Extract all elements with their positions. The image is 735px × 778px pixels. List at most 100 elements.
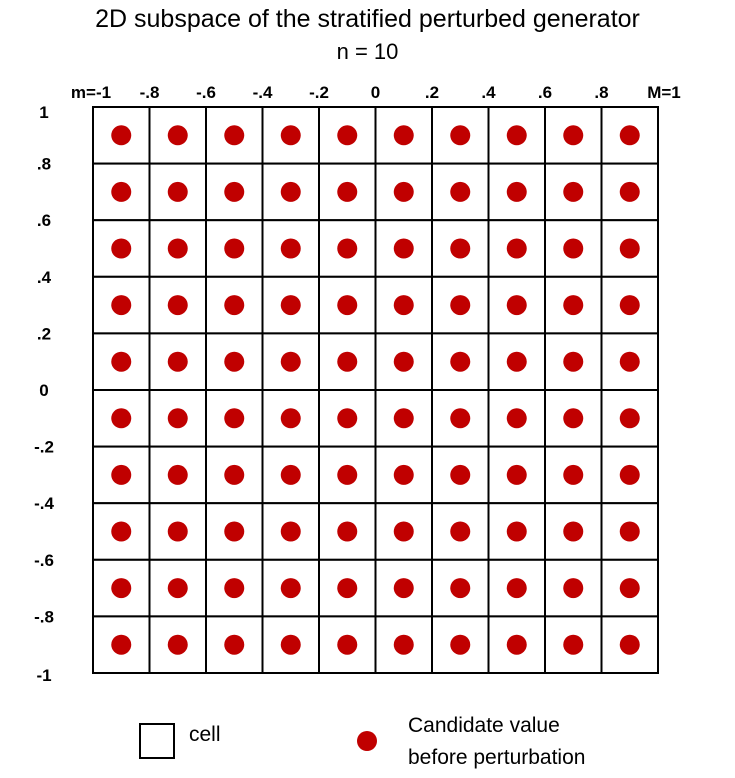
candidate-point bbox=[280, 238, 301, 259]
candidate-point bbox=[167, 578, 188, 599]
x-tick-label: .4 bbox=[481, 83, 496, 102]
candidate-point bbox=[280, 125, 301, 146]
candidate-point bbox=[111, 464, 132, 485]
candidate-point bbox=[280, 351, 301, 372]
candidate-point bbox=[506, 238, 527, 259]
candidate-point bbox=[224, 464, 245, 485]
candidate-point bbox=[280, 464, 301, 485]
candidate-point bbox=[167, 634, 188, 655]
y-tick-label: -.8 bbox=[34, 607, 54, 626]
candidate-point bbox=[506, 464, 527, 485]
candidate-point bbox=[563, 238, 584, 259]
legend-cell-swatch bbox=[139, 723, 175, 759]
candidate-point bbox=[450, 464, 471, 485]
y-tick-label: .2 bbox=[37, 324, 51, 343]
candidate-point bbox=[167, 408, 188, 429]
y-tick-label: -.6 bbox=[34, 551, 54, 570]
y-tick-label: 0 bbox=[39, 381, 48, 400]
candidate-point bbox=[337, 464, 358, 485]
candidate-point bbox=[393, 351, 414, 372]
candidate-point bbox=[506, 125, 527, 146]
candidate-point bbox=[111, 634, 132, 655]
candidate-point bbox=[337, 578, 358, 599]
candidate-point bbox=[280, 408, 301, 429]
candidate-point bbox=[619, 464, 640, 485]
candidate-point bbox=[619, 351, 640, 372]
x-tick-label: .6 bbox=[538, 83, 552, 102]
candidate-point bbox=[337, 295, 358, 316]
y-tick-label: -.2 bbox=[34, 438, 54, 457]
grid-cell bbox=[261, 502, 320, 561]
candidate-point bbox=[450, 125, 471, 146]
candidate-point bbox=[111, 181, 132, 202]
diagram-title: 2D subspace of the stratified perturbed … bbox=[95, 5, 640, 33]
candidate-point bbox=[337, 521, 358, 542]
candidate-point bbox=[619, 408, 640, 429]
grid-cell bbox=[148, 162, 207, 222]
candidate-point bbox=[224, 521, 245, 542]
candidate-point bbox=[337, 125, 358, 146]
candidate-point bbox=[450, 295, 471, 316]
legend-point-label-line2: before perturbation bbox=[408, 746, 586, 769]
candidate-point bbox=[280, 521, 301, 542]
candidate-point bbox=[450, 408, 471, 429]
x-tick-label: .8 bbox=[594, 83, 608, 102]
legend-point-label: Candidate value before perturbation bbox=[408, 710, 668, 774]
candidate-point bbox=[224, 634, 245, 655]
candidate-point bbox=[563, 521, 584, 542]
candidate-point bbox=[619, 238, 640, 259]
candidate-point bbox=[280, 295, 301, 316]
legend-point-label-line1: Candidate value bbox=[408, 714, 560, 737]
x-tick-label: -.6 bbox=[196, 83, 216, 102]
y-tick-label: .6 bbox=[37, 211, 51, 230]
x-tick-label: -.2 bbox=[309, 83, 329, 102]
candidate-point bbox=[337, 408, 358, 429]
candidate-point bbox=[563, 634, 584, 655]
x-tick-label: -.8 bbox=[140, 83, 160, 102]
candidate-point bbox=[506, 408, 527, 429]
candidate-point bbox=[280, 181, 301, 202]
candidate-point bbox=[111, 521, 132, 542]
candidate-point bbox=[563, 464, 584, 485]
y-tick-label: 1 bbox=[39, 103, 48, 122]
candidate-point bbox=[619, 181, 640, 202]
candidate-point bbox=[167, 181, 188, 202]
candidate-point bbox=[506, 351, 527, 372]
x-tick-label: .2 bbox=[425, 83, 439, 102]
x-tick-label: 0 bbox=[371, 83, 380, 102]
x-tick-label: M=1 bbox=[647, 83, 681, 102]
candidate-point bbox=[506, 181, 527, 202]
y-tick-label: -.4 bbox=[34, 494, 54, 513]
candidate-point bbox=[506, 521, 527, 542]
x-tick-label: -.4 bbox=[253, 83, 273, 102]
grid-cell bbox=[487, 558, 546, 618]
candidate-point bbox=[450, 351, 471, 372]
candidate-point bbox=[167, 295, 188, 316]
candidate-point bbox=[450, 181, 471, 202]
candidate-point bbox=[280, 578, 301, 599]
y-tick-label: .4 bbox=[37, 268, 52, 287]
candidate-point bbox=[224, 125, 245, 146]
grid-diagram: m=-1 -.8 -.6 -.4 -.2 0 .2 .4 .6 .8 M=1 1 .8 .6 .4 .2 0 -… bbox=[34, 83, 681, 685]
candidate-point bbox=[563, 408, 584, 429]
candidate-point bbox=[337, 238, 358, 259]
candidate-point bbox=[619, 578, 640, 599]
candidate-point bbox=[167, 521, 188, 542]
grid-cell bbox=[148, 332, 207, 391]
candidate-point bbox=[619, 521, 640, 542]
candidate-point bbox=[337, 181, 358, 202]
grid-cell bbox=[374, 275, 433, 335]
y-tick-label: -1 bbox=[36, 666, 51, 685]
candidate-point bbox=[167, 464, 188, 485]
legend-point-swatch bbox=[357, 731, 377, 751]
x-tick-label: m=-1 bbox=[71, 83, 111, 102]
candidate-point bbox=[450, 578, 471, 599]
legend-cell-label: cell bbox=[189, 723, 221, 746]
candidate-point bbox=[224, 408, 245, 429]
diagram-subtitle: n = 10 bbox=[336, 39, 399, 64]
candidate-point bbox=[393, 464, 414, 485]
candidate-point bbox=[111, 238, 132, 259]
candidate-point bbox=[224, 578, 245, 599]
candidate-point bbox=[450, 521, 471, 542]
candidate-point bbox=[506, 634, 527, 655]
